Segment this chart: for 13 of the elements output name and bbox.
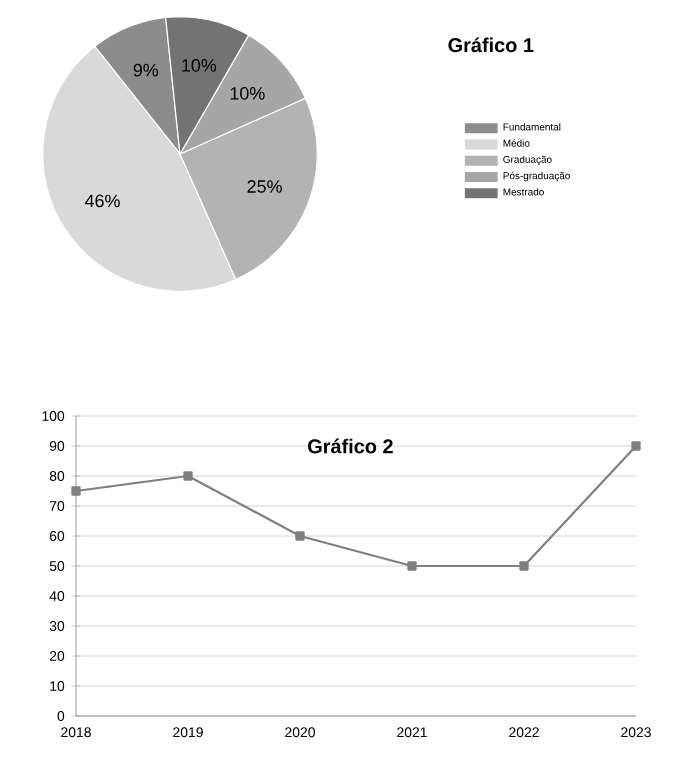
- data-label: 10%: [230, 87, 265, 100]
- point: [519, 561, 529, 571]
- point: [295, 531, 305, 541]
- text: Gráfico 2: [308, 438, 393, 454]
- point: [407, 561, 417, 571]
- point: [631, 441, 641, 451]
- text: Gráfico 1: [448, 37, 534, 53]
- data-label: 9%: [133, 63, 159, 77]
- data-label: 46%: [84, 194, 120, 208]
- point: [71, 486, 81, 496]
- point: [183, 471, 193, 481]
- data-label: 10%: [182, 59, 217, 72]
- data-label: 25%: [247, 180, 282, 193]
